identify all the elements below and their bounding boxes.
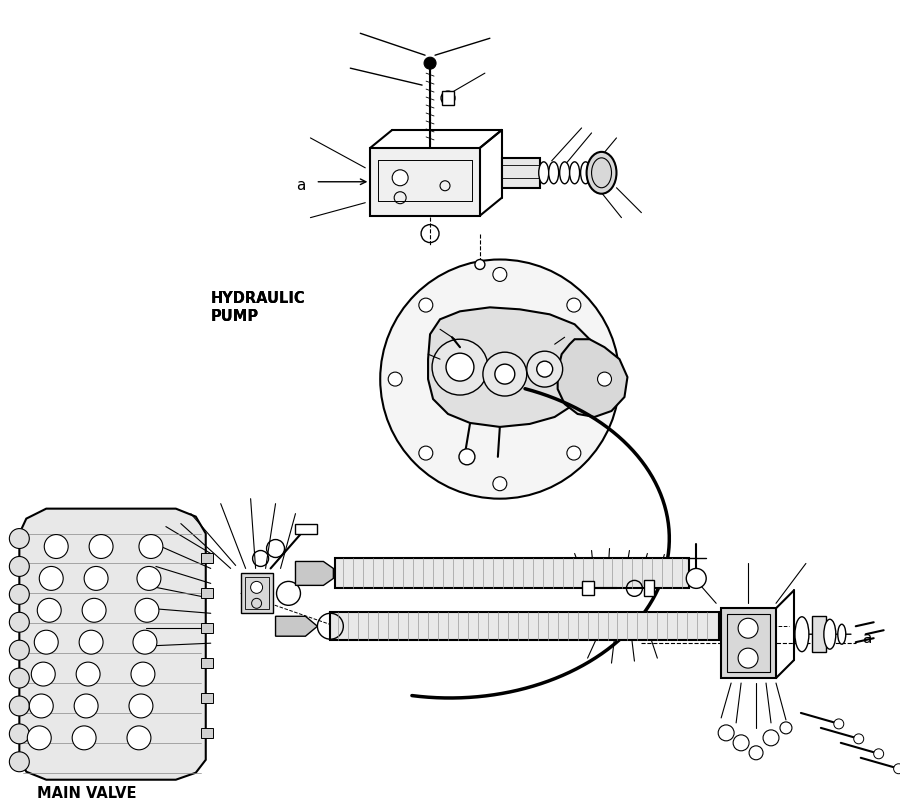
Circle shape	[30, 694, 53, 718]
Circle shape	[9, 696, 30, 716]
Circle shape	[874, 749, 884, 759]
Circle shape	[597, 372, 612, 387]
Polygon shape	[428, 308, 595, 427]
Circle shape	[72, 726, 96, 750]
Bar	[721, 608, 776, 678]
Circle shape	[131, 663, 155, 686]
Circle shape	[446, 354, 474, 382]
Circle shape	[34, 630, 59, 654]
Circle shape	[537, 362, 552, 378]
Bar	[201, 554, 213, 564]
Polygon shape	[276, 616, 317, 637]
Ellipse shape	[569, 163, 579, 185]
Text: HYDRAULIC
PUMP: HYDRAULIC PUMP	[211, 290, 305, 324]
Circle shape	[133, 630, 157, 654]
Circle shape	[392, 170, 408, 187]
Circle shape	[483, 353, 527, 397]
Circle shape	[32, 663, 55, 686]
Text: MAIN VALVE: MAIN VALVE	[37, 785, 137, 800]
Polygon shape	[296, 562, 333, 586]
Circle shape	[84, 567, 108, 590]
Bar	[727, 615, 770, 672]
Circle shape	[139, 535, 163, 559]
Polygon shape	[19, 509, 205, 779]
Circle shape	[37, 599, 61, 623]
Circle shape	[493, 268, 507, 282]
Circle shape	[424, 58, 436, 70]
Circle shape	[137, 567, 161, 590]
Circle shape	[9, 557, 30, 577]
Bar	[502, 159, 540, 188]
Circle shape	[77, 663, 100, 686]
Circle shape	[459, 449, 475, 466]
Ellipse shape	[795, 617, 809, 652]
Circle shape	[9, 529, 30, 549]
Circle shape	[82, 599, 106, 623]
Circle shape	[40, 567, 63, 590]
Circle shape	[135, 599, 159, 623]
Circle shape	[27, 726, 51, 750]
Circle shape	[74, 694, 98, 718]
Circle shape	[687, 569, 706, 589]
Circle shape	[250, 581, 262, 594]
Circle shape	[493, 477, 507, 491]
Circle shape	[9, 724, 30, 744]
Bar	[201, 659, 213, 668]
Bar	[296, 524, 317, 534]
Circle shape	[9, 641, 30, 660]
Ellipse shape	[560, 163, 569, 185]
Bar	[370, 148, 480, 217]
Bar	[812, 616, 826, 652]
Text: HYDRAULIC
PUMP: HYDRAULIC PUMP	[211, 290, 305, 324]
Text: a: a	[296, 178, 305, 193]
Ellipse shape	[549, 163, 559, 185]
Bar	[331, 612, 719, 641]
Circle shape	[9, 612, 30, 633]
Circle shape	[380, 260, 620, 499]
Circle shape	[129, 694, 153, 718]
Ellipse shape	[580, 163, 590, 185]
Bar	[644, 581, 654, 597]
Circle shape	[388, 372, 402, 387]
Circle shape	[567, 298, 581, 313]
Text: a: a	[861, 630, 871, 645]
Circle shape	[495, 365, 514, 384]
Bar	[201, 589, 213, 599]
Circle shape	[432, 340, 487, 396]
Circle shape	[475, 260, 485, 270]
Bar	[201, 693, 213, 703]
Bar	[201, 624, 213, 633]
Ellipse shape	[824, 620, 836, 650]
Bar	[335, 559, 689, 589]
Circle shape	[854, 734, 864, 744]
Polygon shape	[558, 340, 627, 418]
Ellipse shape	[539, 163, 549, 185]
Circle shape	[833, 719, 843, 729]
Circle shape	[738, 619, 758, 638]
Bar	[201, 728, 213, 738]
Circle shape	[419, 447, 432, 461]
Circle shape	[567, 447, 581, 461]
Bar	[581, 581, 594, 595]
Circle shape	[79, 630, 103, 654]
Circle shape	[9, 752, 30, 772]
Ellipse shape	[587, 152, 616, 195]
Circle shape	[89, 535, 113, 559]
Circle shape	[419, 298, 432, 313]
Circle shape	[441, 92, 455, 106]
Circle shape	[738, 648, 758, 668]
Circle shape	[894, 764, 901, 774]
Bar	[241, 573, 272, 614]
Circle shape	[9, 668, 30, 689]
Ellipse shape	[838, 624, 846, 645]
Bar	[442, 92, 454, 106]
Bar	[245, 577, 268, 610]
Circle shape	[527, 352, 562, 388]
Circle shape	[127, 726, 151, 750]
Circle shape	[44, 535, 68, 559]
Circle shape	[9, 585, 30, 604]
